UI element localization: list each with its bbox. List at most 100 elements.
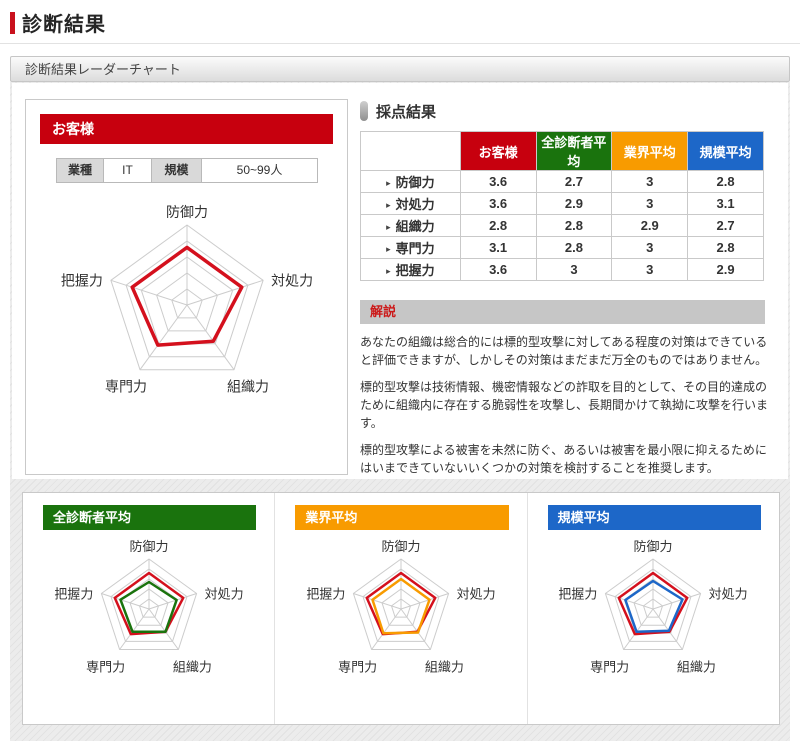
comparison-column-header: 規模平均 <box>547 505 761 530</box>
score-cell: 2.8 <box>535 214 613 237</box>
axis-label: 組織力 <box>425 660 464 675</box>
axis-label: 把握力 <box>559 587 598 602</box>
table-header-row: お客様 全診断者平均 業界平均 規模平均 <box>360 131 764 171</box>
column-header: 全診断者平均 <box>535 131 613 171</box>
customer-meta-table: 業種 IT 規模 50~99人 <box>56 158 318 183</box>
row-label[interactable]: ▸ 対処力 <box>360 192 461 215</box>
comparison-column-header: 全診断者平均 <box>43 505 257 530</box>
row-marker-icon: ▸ <box>386 266 391 276</box>
score-cell: 2.7 <box>535 170 613 193</box>
table-row: ▸ 専門力 3.1 2.8 3 2.8 <box>360 236 764 259</box>
table-row: ▸ 防御力 3.6 2.7 3 2.8 <box>360 170 764 193</box>
score-cell: 3 <box>611 170 689 193</box>
axis-label: 対処力 <box>271 272 313 288</box>
axis-label: 組織力 <box>677 660 716 675</box>
score-cell: 2.8 <box>687 170 764 193</box>
row-marker-icon: ▸ <box>386 244 391 254</box>
axis-label: 防御力 <box>634 539 673 554</box>
comparison-column-title: 全診断者平均 <box>53 510 132 525</box>
commentary-title: 解説 <box>370 304 397 319</box>
scale-value: 50~99人 <box>201 159 317 182</box>
comparison-column-industry-average: 業界平均 防御力 対処力 組織力 専門力 把握力 <box>274 493 526 724</box>
content-wrapper: お客様 業種 IT 規模 50~99人 防御力 対処力 組織力 専門力 把握力 採点結果… <box>10 82 790 741</box>
customer-panel-header: お客様 <box>40 114 333 144</box>
comparison-panel: 全診断者平均 防御力対処力組織力 専門力 把握力 業界平均 防御力対処力組織力 専門力… <box>22 492 780 725</box>
section-header-label: 診断結果レーダーチャート <box>25 62 181 77</box>
row-label[interactable]: ▸ 把握力 <box>360 258 461 281</box>
axis-label: 把握力 <box>306 587 345 602</box>
score-cell: 3.6 <box>459 192 537 215</box>
radar-chart-industry-average: 防御力 対処力 組織力 専門力 把握力 <box>275 536 526 686</box>
score-cell: 3 <box>611 192 689 215</box>
axis-label: 防御力 <box>129 539 168 554</box>
commentary-paragraph: 標的型攻撃による被害を未然に防ぐ、あるいは被害を最小限に抑えるためにはいまできて… <box>360 443 767 475</box>
row-marker-icon: ▸ <box>386 178 391 188</box>
axis-label: 対処力 <box>709 587 748 602</box>
radar-chart-scale-average: 防御力対処力組織力 専門力 把握力 <box>528 536 779 686</box>
axis-label: 対処力 <box>204 587 243 602</box>
score-cell: 3 <box>611 258 689 281</box>
score-section: 採点結果 お客様 全診断者平均 業界平均 規模平均 ▸ 防御力 3.6 2.7 3 2.8 ▸ 対処力… <box>360 100 784 477</box>
score-cell: 2.9 <box>687 258 764 281</box>
axis-label: 把握力 <box>60 272 102 288</box>
row-label[interactable]: ▸ 組織力 <box>360 214 461 237</box>
column-header: 業界平均 <box>611 131 689 171</box>
table-row: ▸ 把握力 3.6 3 3 2.9 <box>360 258 764 281</box>
score-cell: 3 <box>611 236 689 259</box>
axis-label: 専門力 <box>86 660 125 675</box>
customer-panel-title: お客様 <box>52 121 94 137</box>
axis-label: 防御力 <box>166 204 208 220</box>
title-accent-bar <box>10 11 15 34</box>
score-cell: 3 <box>535 258 613 281</box>
commentary-paragraph: 標的型攻撃は技術情報、機密情報などの詐取を目的として、その目的達成のために組織内… <box>360 380 769 430</box>
row-label[interactable]: ▸ 専門力 <box>360 236 461 259</box>
row-marker-icon: ▸ <box>386 222 391 232</box>
score-cell: 3.6 <box>459 258 537 281</box>
score-cell: 2.7 <box>687 214 764 237</box>
axis-label: 専門力 <box>105 379 147 395</box>
score-cell: 3.6 <box>459 170 537 193</box>
comparison-column-scale-average: 規模平均 防御力対処力組織力 専門力 把握力 <box>526 493 779 724</box>
commentary-body: あなたの組織は総合的には標的型攻撃に対してある程度の対策はできていると評価できま… <box>360 333 770 477</box>
customer-panel: お客様 業種 IT 規模 50~99人 防御力対処力組織力 専門力 把握力 <box>25 99 348 475</box>
comparison-column-title: 規模平均 <box>557 510 610 525</box>
score-cell: 2.8 <box>687 236 764 259</box>
column-header: 規模平均 <box>687 131 764 171</box>
axis-label: 把握力 <box>54 587 93 602</box>
axis-label: 専門力 <box>338 660 377 675</box>
score-table: お客様 全診断者平均 業界平均 規模平均 ▸ 防御力 3.6 2.7 3 2.8 ▸ 対処力 3.6 2.… <box>360 131 764 281</box>
page-header: 診断結果 <box>0 0 800 36</box>
industry-value: IT <box>103 159 151 182</box>
axis-label: 組織力 <box>227 379 269 395</box>
section-header: 診断結果レーダーチャート <box>10 56 790 82</box>
row-label[interactable]: ▸ 防御力 <box>360 170 461 193</box>
header-divider <box>0 43 800 44</box>
table-row: ▸ 対処力 3.6 2.9 3 3.1 <box>360 192 764 215</box>
commentary-header: 解説 <box>360 300 765 324</box>
score-cell: 2.8 <box>459 214 537 237</box>
score-cell: 3.1 <box>459 236 537 259</box>
comparison-column-header: 業界平均 <box>295 505 509 530</box>
heading-pill-icon <box>360 101 368 121</box>
score-section-title: 採点結果 <box>376 103 437 121</box>
row-marker-icon: ▸ <box>386 200 391 210</box>
score-cell: 2.8 <box>535 236 613 259</box>
comparison-column-title: 業界平均 <box>305 510 358 525</box>
axis-label: 防御力 <box>381 539 420 554</box>
score-cell: 3.1 <box>687 192 764 215</box>
table-row: ▸ 組織力 2.8 2.8 2.9 2.7 <box>360 214 764 237</box>
score-cell: 2.9 <box>535 192 613 215</box>
scale-label: 規模 <box>151 159 201 182</box>
axis-label: 専門力 <box>590 660 629 675</box>
axis-label: 組織力 <box>173 660 212 675</box>
score-cell: 2.9 <box>611 214 689 237</box>
page-title: 診断結果 <box>22 14 106 36</box>
comparison-column-all-average: 全診断者平均 防御力対処力組織力 専門力 把握力 <box>23 493 274 724</box>
industry-label: 業種 <box>57 159 103 182</box>
corner-cell <box>360 131 461 171</box>
